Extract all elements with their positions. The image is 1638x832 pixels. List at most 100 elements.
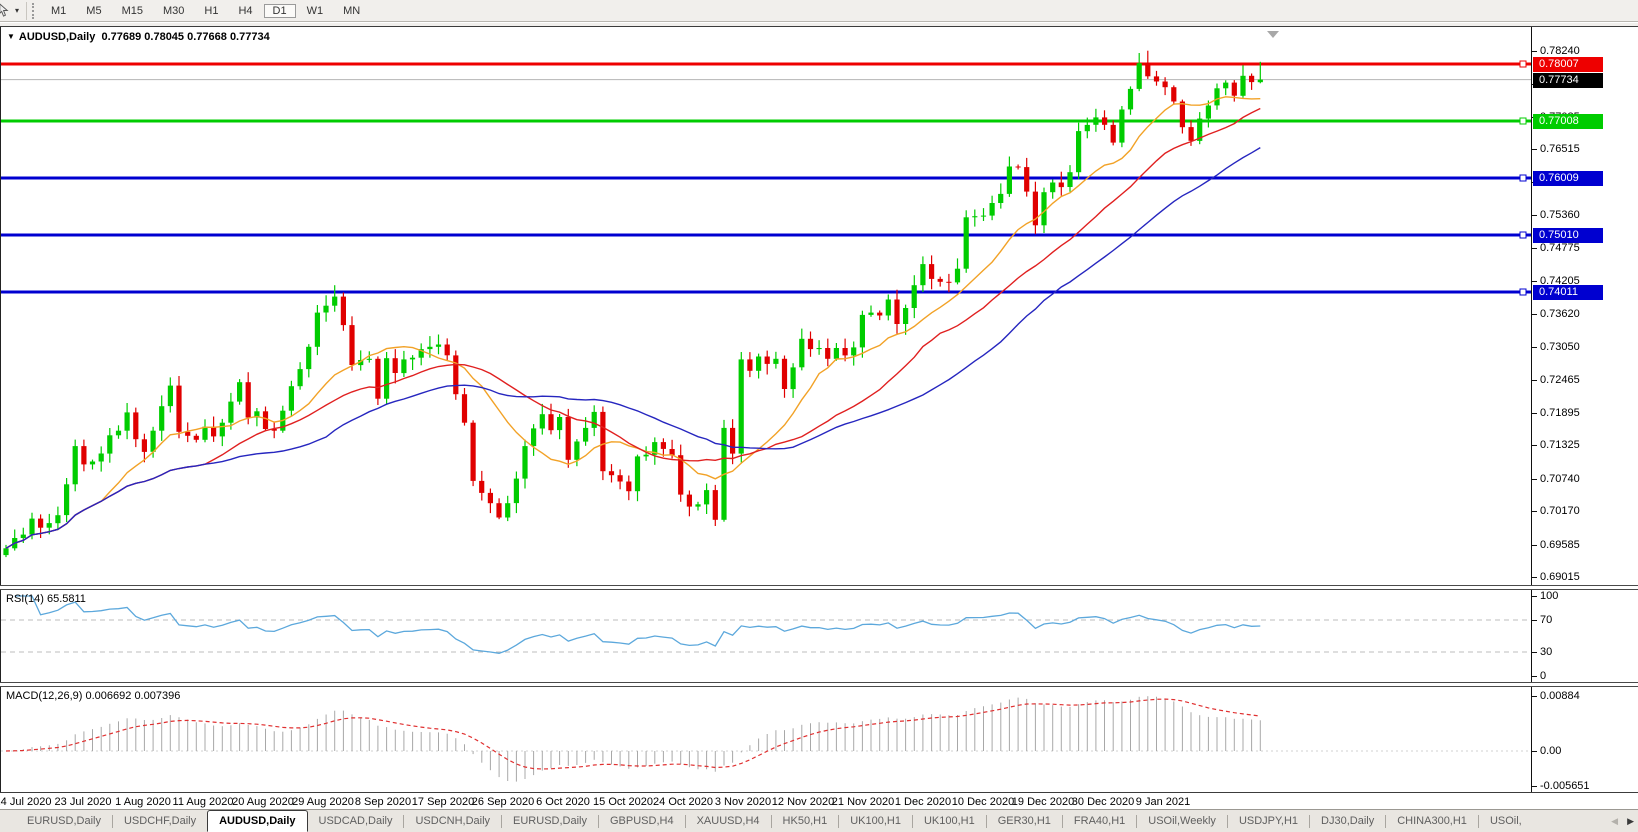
chart-tab-usdcad-daily[interactable]: USDCAD,Daily	[318, 815, 393, 827]
candle-body	[894, 299, 900, 324]
chart-frame-top	[0, 23, 1638, 27]
candlestick-chart-canvas[interactable]	[1, 27, 1532, 585]
axis-tick	[1532, 620, 1537, 621]
chart-tab-uk100-h1[interactable]: UK100,H1	[923, 815, 975, 827]
timeframe-button-m1[interactable]: M1	[51, 4, 67, 17]
tab-scroll-arrows: ◀ ▶	[1605, 816, 1634, 827]
chart-shift-marker-icon[interactable]	[1267, 31, 1279, 38]
rsi-line	[14, 595, 1261, 654]
toolbar-tool-button[interactable]: ▾	[0, 1, 23, 21]
timeframe-button-m5[interactable]: M5	[86, 4, 102, 17]
price-tick-label: 0.74775	[1540, 242, 1580, 254]
timeframe-button-m30[interactable]: M30	[162, 4, 185, 17]
axis-tick	[1532, 413, 1537, 414]
support-resistance-line-0.74011[interactable]	[1, 288, 1532, 296]
candle-body	[885, 299, 891, 316]
axis-tick	[1532, 479, 1537, 480]
rsi-tick-label: 100	[1540, 590, 1559, 602]
date-label: 29 Aug 2020	[292, 796, 354, 808]
chart-tab-xauusd-h4[interactable]: XAUUSD,H4	[696, 815, 760, 827]
rsi-indicator-pane[interactable]: RSI(14) 65.5811	[0, 590, 1532, 682]
chart-tab-fra40-h1[interactable]: FRA40,H1	[1073, 815, 1126, 827]
chart-tab-usoil-weekly[interactable]: USOil,Weekly	[1148, 815, 1216, 827]
macd-indicator-pane[interactable]: MACD(12,26,9) 0.006692 0.007396	[0, 687, 1532, 792]
pane-splitter-rsi[interactable]	[0, 585, 1638, 590]
ohlc-close: 0.77734	[229, 31, 270, 43]
timeframe-button-mn[interactable]: MN	[343, 4, 361, 17]
candle-body	[738, 359, 744, 454]
chart-tab-usdjpy-h1[interactable]: USDJPY,H1	[1238, 815, 1299, 827]
chart-tab-usdcnh-daily[interactable]: USDCNH,Daily	[415, 815, 491, 827]
chart-tab-eurusd-daily[interactable]: EURUSD,Daily	[513, 815, 587, 827]
candle-body	[193, 435, 199, 440]
axis-tick	[1532, 445, 1537, 446]
candle-body	[1197, 118, 1203, 141]
line-handle	[1519, 174, 1527, 182]
triangle-down-icon[interactable]: ▼	[7, 32, 15, 41]
candle-body	[211, 426, 217, 437]
timeframe-button-d1[interactable]: D1	[263, 3, 296, 18]
tab-separator	[1385, 815, 1387, 828]
candle-body	[176, 385, 182, 432]
candle-body	[1240, 75, 1246, 96]
chart-tab-usdchf-daily[interactable]: USDCHF,Daily	[123, 815, 197, 827]
chart-tab-audusd-daily[interactable]: AUDUSD,Daily	[207, 810, 308, 832]
date-label: 20 Aug 2020	[232, 796, 294, 808]
candle-body	[167, 385, 173, 407]
macd-tick-label: 0.00884	[1540, 690, 1580, 702]
chart-tab-ger30-h1[interactable]: GER30,H1	[997, 815, 1051, 827]
ohlc-high: 0.78045	[144, 31, 185, 43]
macd-label: MACD(12,26,9) 0.006692 0.007396	[6, 690, 181, 702]
candle-body	[1084, 124, 1090, 132]
tab-separator	[1136, 815, 1138, 828]
moving-average-line-12	[5, 96, 1261, 549]
candle-body	[920, 264, 926, 286]
chart-tab-gbpusd-h4[interactable]: GBPUSD,H4	[610, 815, 674, 827]
time-axis[interactable]: 14 Jul 2020 23 Jul 2020 1 Aug 2020 11 Aug 2…	[0, 792, 1638, 809]
support-resistance-line-0.78007[interactable]	[1, 60, 1532, 68]
chart-tab-eurusd-daily[interactable]: EURUSD,Daily	[27, 815, 101, 827]
candlestick-series	[3, 50, 1263, 558]
candle-body	[634, 456, 641, 492]
candle-body	[141, 439, 147, 452]
candle-body	[660, 442, 666, 449]
toolbar-grip-handle[interactable]	[32, 2, 36, 19]
timeframe-button-w1[interactable]: W1	[306, 4, 324, 17]
price-axis[interactable]: 0.782400.776550.770850.765150.759300.753…	[1531, 27, 1638, 792]
support-resistance-line-0.76009[interactable]	[1, 174, 1532, 182]
candle-body	[444, 344, 450, 356]
chart-tab-uk100-h1[interactable]: UK100,H1	[850, 815, 901, 827]
chart-tab-dj30-daily[interactable]: DJ30,Daily	[1321, 815, 1375, 827]
price-tick-label: 0.71325	[1540, 439, 1580, 451]
macd-value-signal: 0.007396	[134, 690, 181, 702]
candle-body	[859, 314, 865, 348]
support-resistance-line-0.77008[interactable]	[1, 117, 1532, 125]
chart-tab-usoil-[interactable]: USOil,	[1489, 815, 1522, 827]
chart-tab-hk50-h1[interactable]: HK50,H1	[782, 815, 828, 827]
candle-body	[583, 427, 589, 442]
candle-body	[1119, 109, 1125, 143]
pane-splitter-macd[interactable]	[0, 682, 1638, 687]
chevron-down-icon[interactable]: ▾	[15, 6, 20, 15]
candle-body	[375, 358, 381, 399]
timeframe-button-h4[interactable]: H4	[238, 4, 253, 17]
candle-body	[929, 264, 935, 279]
candle-body	[435, 344, 442, 347]
candle-body	[1153, 76, 1160, 82]
timeframe-button-h1[interactable]: H1	[204, 4, 219, 17]
candle-body	[487, 492, 493, 504]
candle-body	[877, 312, 883, 316]
candle-body	[20, 534, 26, 538]
candle-body	[288, 386, 294, 411]
timeframe-button-m15[interactable]: M15	[121, 4, 143, 17]
candle-body	[427, 346, 433, 350]
candle-body	[479, 480, 485, 493]
candle-body	[1006, 166, 1012, 194]
price-chart-pane[interactable]: ▼ AUDUSD,Daily 0.77689 0.78045 0.77668 0.…	[0, 27, 1532, 585]
arrow-right-icon[interactable]: ▶	[1627, 816, 1634, 826]
candle-body	[1257, 79, 1263, 83]
date-label: 6 Oct 2020	[536, 796, 590, 808]
arrow-left-icon[interactable]: ◀	[1611, 816, 1619, 826]
chart-tab-china300-h1[interactable]: CHINA300,H1	[1397, 815, 1467, 827]
support-resistance-line-0.75010[interactable]	[1, 231, 1532, 239]
